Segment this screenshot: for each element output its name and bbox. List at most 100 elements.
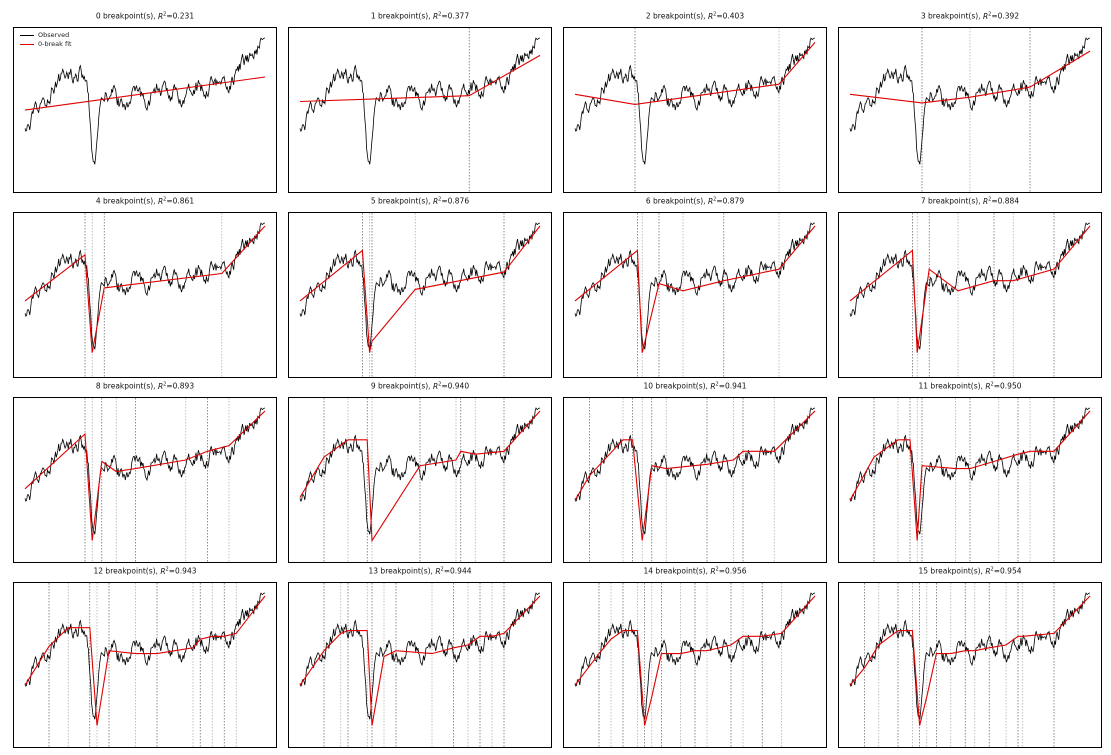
panel-10-breakpoints: 10 breakpoint(s), R2=0.941 — [563, 381, 827, 563]
fit-series-line — [574, 595, 816, 726]
panel-title: 9 breakpoint(s), R2=0.940 — [288, 381, 552, 391]
panel-2-breakpoints: 2 breakpoint(s), R2=0.403 — [563, 11, 827, 193]
panel-title-prefix: 12 breakpoint(s), — [93, 566, 161, 576]
panel-11-breakpoints: 11 breakpoint(s), R2=0.950 — [838, 381, 1102, 563]
plot-frame — [13, 212, 277, 378]
fit-series-line — [24, 595, 266, 726]
panel-title: 15 breakpoint(s), R2=0.954 — [838, 566, 1102, 576]
panel-title-prefix: 8 breakpoint(s), — [95, 381, 158, 391]
r2-label: R2 — [435, 566, 444, 576]
r2-label: R2 — [710, 566, 719, 576]
observed-series-line — [574, 592, 815, 720]
r2-value: =0.941 — [718, 381, 747, 391]
panel-9-breakpoints: 9 breakpoint(s), R2=0.940 — [288, 381, 552, 563]
panel-title-prefix: 6 breakpoint(s), — [645, 196, 708, 206]
panel-4-breakpoints: 4 breakpoint(s), R2=0.861 — [13, 196, 277, 378]
fit-series-line — [849, 50, 1091, 104]
observed-series-line — [24, 592, 265, 720]
panel-title: 10 breakpoint(s), R2=0.941 — [563, 381, 827, 391]
panel-plot — [838, 582, 1102, 748]
legend-entry-fit: 0-break fit — [20, 40, 72, 49]
r2-value: =0.944 — [443, 566, 472, 576]
plot-frame — [838, 582, 1102, 748]
panel-title: 1 breakpoint(s), R2=0.377 — [288, 11, 552, 21]
observed-series-line — [24, 222, 265, 350]
r2-value: =0.861 — [166, 196, 195, 206]
panel-plot — [563, 212, 827, 378]
fit-series-line — [574, 42, 816, 105]
r2-value: =0.403 — [716, 11, 745, 21]
panel-plot — [13, 212, 277, 378]
panel-plot — [838, 27, 1102, 193]
plot-frame — [288, 27, 552, 193]
fit-series-line — [849, 410, 1091, 541]
fit-series-line — [299, 410, 541, 543]
plot-frame — [563, 212, 827, 378]
panel-title-prefix: 4 breakpoint(s), — [95, 196, 158, 206]
fit-series-line — [24, 225, 266, 353]
panel-title: 11 breakpoint(s), R2=0.950 — [838, 381, 1102, 391]
r2-value: =0.954 — [993, 566, 1022, 576]
panel-13-breakpoints: 13 breakpoint(s), R2=0.944 — [288, 566, 552, 748]
panel-title-prefix: 5 breakpoint(s), — [370, 196, 433, 206]
fit-series-line — [299, 225, 541, 353]
legend-swatch-fit — [20, 44, 34, 45]
panel-title-prefix: 1 breakpoint(s), — [370, 11, 433, 21]
observed-series-line — [574, 407, 815, 535]
panel-title-prefix: 3 breakpoint(s), — [920, 11, 983, 21]
panel-plot — [288, 582, 552, 748]
r2-value: =0.884 — [991, 196, 1020, 206]
r2-label: R2 — [707, 11, 717, 21]
observed-series-line — [849, 222, 1090, 350]
legend-swatch-observed — [20, 35, 34, 36]
r2-label: R2 — [985, 381, 994, 391]
observed-series-line — [849, 407, 1090, 535]
panel-plot — [13, 397, 277, 563]
plot-frame — [838, 212, 1102, 378]
panel-title: 0 breakpoint(s), R2=0.231 — [13, 11, 277, 21]
r2-label: R2 — [157, 196, 167, 206]
fit-series-line — [24, 76, 266, 111]
panel-14-breakpoints: 14 breakpoint(s), R2=0.956 — [563, 566, 827, 748]
r2-label: R2 — [985, 566, 994, 576]
panel-title-prefix: 13 breakpoint(s), — [368, 566, 436, 576]
r2-value: =0.879 — [716, 196, 745, 206]
plot-frame — [288, 582, 552, 748]
panel-title: 5 breakpoint(s), R2=0.876 — [288, 196, 552, 206]
fit-series-line — [574, 410, 816, 541]
plot-frame — [563, 397, 827, 563]
panel-title: 6 breakpoint(s), R2=0.879 — [563, 196, 827, 206]
observed-series-line — [24, 407, 265, 535]
fit-series-line — [574, 225, 816, 353]
r2-value: =0.950 — [993, 381, 1022, 391]
panel-plot — [838, 397, 1102, 563]
panel-title-prefix: 10 breakpoint(s), — [643, 381, 711, 391]
r2-value: =0.893 — [166, 381, 195, 391]
panel-12-breakpoints: 12 breakpoint(s), R2=0.943 — [13, 566, 277, 748]
panel-plot — [563, 582, 827, 748]
observed-series-line — [299, 592, 540, 720]
legend: Observed 0-break fit — [17, 30, 75, 50]
observed-series-line — [849, 592, 1090, 720]
panel-title: 3 breakpoint(s), R2=0.392 — [838, 11, 1102, 21]
panel-1-breakpoints: 1 breakpoint(s), R2=0.377 — [288, 11, 552, 193]
panel-title-prefix: 15 breakpoint(s), — [918, 566, 986, 576]
panel-title-prefix: 7 breakpoint(s), — [920, 196, 983, 206]
panel-plot — [288, 27, 552, 193]
observed-series-line — [24, 37, 265, 165]
r2-label: R2 — [707, 196, 717, 206]
panel-title-prefix: 2 breakpoint(s), — [645, 11, 708, 21]
panel-6-breakpoints: 6 breakpoint(s), R2=0.879 — [563, 196, 827, 378]
panel-7-breakpoints: 7 breakpoint(s), R2=0.884 — [838, 196, 1102, 378]
observed-series-line — [849, 37, 1090, 165]
panel-title: 7 breakpoint(s), R2=0.884 — [838, 196, 1102, 206]
fit-series-line — [299, 54, 541, 103]
panel-title: 13 breakpoint(s), R2=0.944 — [288, 566, 552, 576]
r2-label: R2 — [157, 381, 167, 391]
panel-title: 2 breakpoint(s), R2=0.403 — [563, 11, 827, 21]
panel-plot — [288, 212, 552, 378]
observed-series-line — [299, 37, 540, 165]
r2-label: R2 — [157, 11, 167, 21]
panel-title: 14 breakpoint(s), R2=0.956 — [563, 566, 827, 576]
panel-title-prefix: 14 breakpoint(s), — [643, 566, 711, 576]
